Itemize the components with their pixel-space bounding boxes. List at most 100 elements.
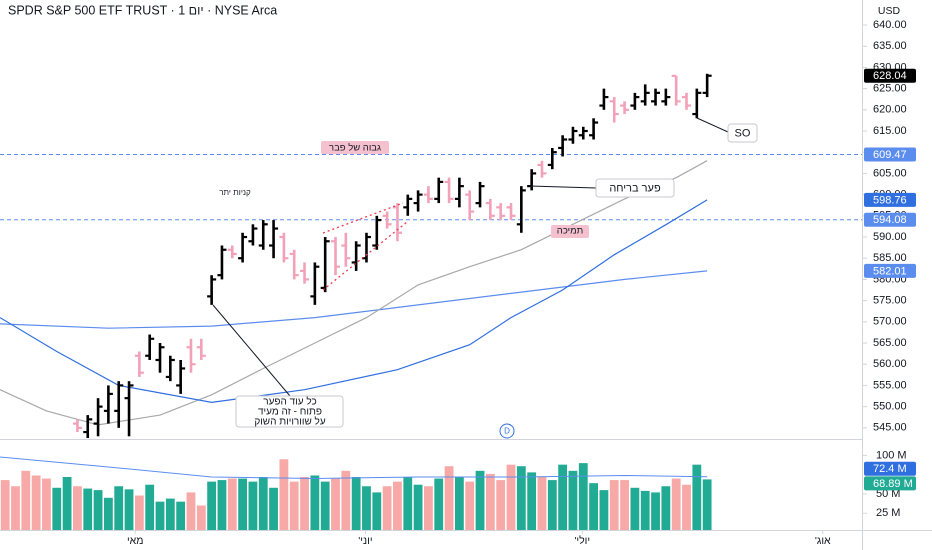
y-tick-label: 555.00 [873, 379, 907, 391]
volume-bar [424, 486, 433, 530]
volume-bar [558, 464, 568, 530]
volume-bar [382, 486, 392, 530]
volume-bar [506, 464, 516, 530]
price-label-box [864, 212, 916, 227]
volume-bar [300, 477, 309, 530]
y-tick-label: 585.00 [873, 252, 907, 264]
volume-bar [516, 466, 526, 530]
label-box [321, 141, 389, 154]
price-label-box [864, 192, 916, 207]
volume-bar [11, 486, 20, 530]
volume-bar [393, 481, 402, 530]
y-tick-label: 620.00 [873, 104, 907, 116]
volume-bar [103, 497, 113, 530]
volume-bar [62, 477, 72, 530]
y-tick-label: 545.00 [873, 422, 907, 434]
annotation: פתוח - זה מעיד [258, 407, 322, 418]
volume-bar [207, 481, 217, 530]
price-label-box [864, 147, 916, 162]
price-pane [0, 73, 862, 438]
annotation: כל עוד הפער [263, 396, 316, 408]
annotation: תמיכה [557, 226, 583, 237]
callout-line [696, 117, 729, 133]
volume-bar [578, 463, 588, 530]
y-tick-label: 635.00 [873, 40, 907, 52]
price-label: 628.04 [873, 70, 907, 82]
label-box [551, 225, 589, 238]
y-tick-label: 560.00 [873, 358, 907, 370]
volume-bar [485, 473, 495, 530]
volume-bar [83, 488, 93, 530]
volume-bar [165, 498, 175, 530]
callout-box [727, 123, 758, 143]
volume-bar [444, 466, 454, 530]
volume-bar [568, 470, 578, 530]
callout-box [235, 395, 344, 428]
volume-bar [547, 480, 557, 530]
volume-label-box [864, 461, 916, 476]
volume-tick-label: 50 M [876, 488, 900, 500]
volume-bar [155, 501, 165, 530]
volume-bar [227, 478, 237, 530]
volume-bar [630, 487, 640, 530]
y-tick-label: 565.00 [873, 337, 907, 349]
volume-bar [73, 486, 82, 530]
volume-bar [279, 459, 289, 530]
price-label-box [864, 263, 916, 278]
volume-bar [620, 480, 629, 530]
annotation: SO [735, 127, 751, 139]
axes: 545.00 550.00 555.00 560.00 565.00 570.00 575.… [127, 19, 916, 547]
channel-line [322, 221, 408, 291]
x-tick-label: יולי' [574, 535, 590, 547]
volume-bar [671, 478, 681, 530]
volume-bar [434, 478, 444, 530]
volume-bar [310, 475, 320, 530]
price-label: 594.08 [873, 214, 907, 226]
volume-bar [320, 481, 330, 530]
volume-label: 68.89 M [873, 478, 913, 490]
y-tick-label: 625.00 [873, 83, 907, 95]
currency: USD [878, 5, 901, 17]
volume-bar [599, 490, 609, 530]
callout-line [212, 304, 291, 397]
volume-bar [640, 490, 650, 530]
volume-bar [475, 470, 485, 530]
volume-bar [93, 490, 103, 530]
moving-average [0, 199, 708, 404]
volume-bar [609, 480, 619, 530]
price-label: 598.76 [873, 194, 907, 206]
volume-bar [331, 478, 340, 530]
volume-bar [496, 480, 506, 530]
volume-bar [42, 478, 51, 530]
x-tick-label: יוני' [358, 535, 372, 547]
volume-bar [186, 492, 196, 530]
volume-label: 72.4 M [873, 463, 907, 475]
annotation: קניות יתר [219, 188, 251, 197]
moving-average [0, 270, 708, 329]
volume-bar [269, 487, 278, 530]
volume-bar [413, 484, 423, 530]
volume-pane [0, 456, 712, 530]
y-tick-label: 640.00 [873, 19, 907, 31]
volume-bar [702, 479, 712, 530]
volume-bar [465, 481, 475, 530]
x-tick-label: אוג' [815, 535, 831, 547]
x-tick-label: מאי [127, 535, 144, 547]
badge[interactable] [499, 423, 515, 439]
volume-bar [692, 464, 702, 530]
badge-label[interactable]: D [504, 427, 510, 436]
volume-average [0, 456, 708, 480]
volume-bar [362, 486, 371, 530]
volume-bar [176, 501, 186, 530]
callout-box [595, 178, 675, 198]
volume-bar [0, 480, 10, 530]
price-label: 609.47 [873, 149, 907, 161]
volume-bar [145, 484, 155, 530]
volume-label-box [864, 476, 916, 491]
volume-bar [527, 472, 537, 530]
volume-bar [651, 492, 660, 530]
volume-bar [21, 470, 31, 530]
volume-bar [372, 492, 382, 530]
annotation: פער בריחה [609, 182, 661, 194]
